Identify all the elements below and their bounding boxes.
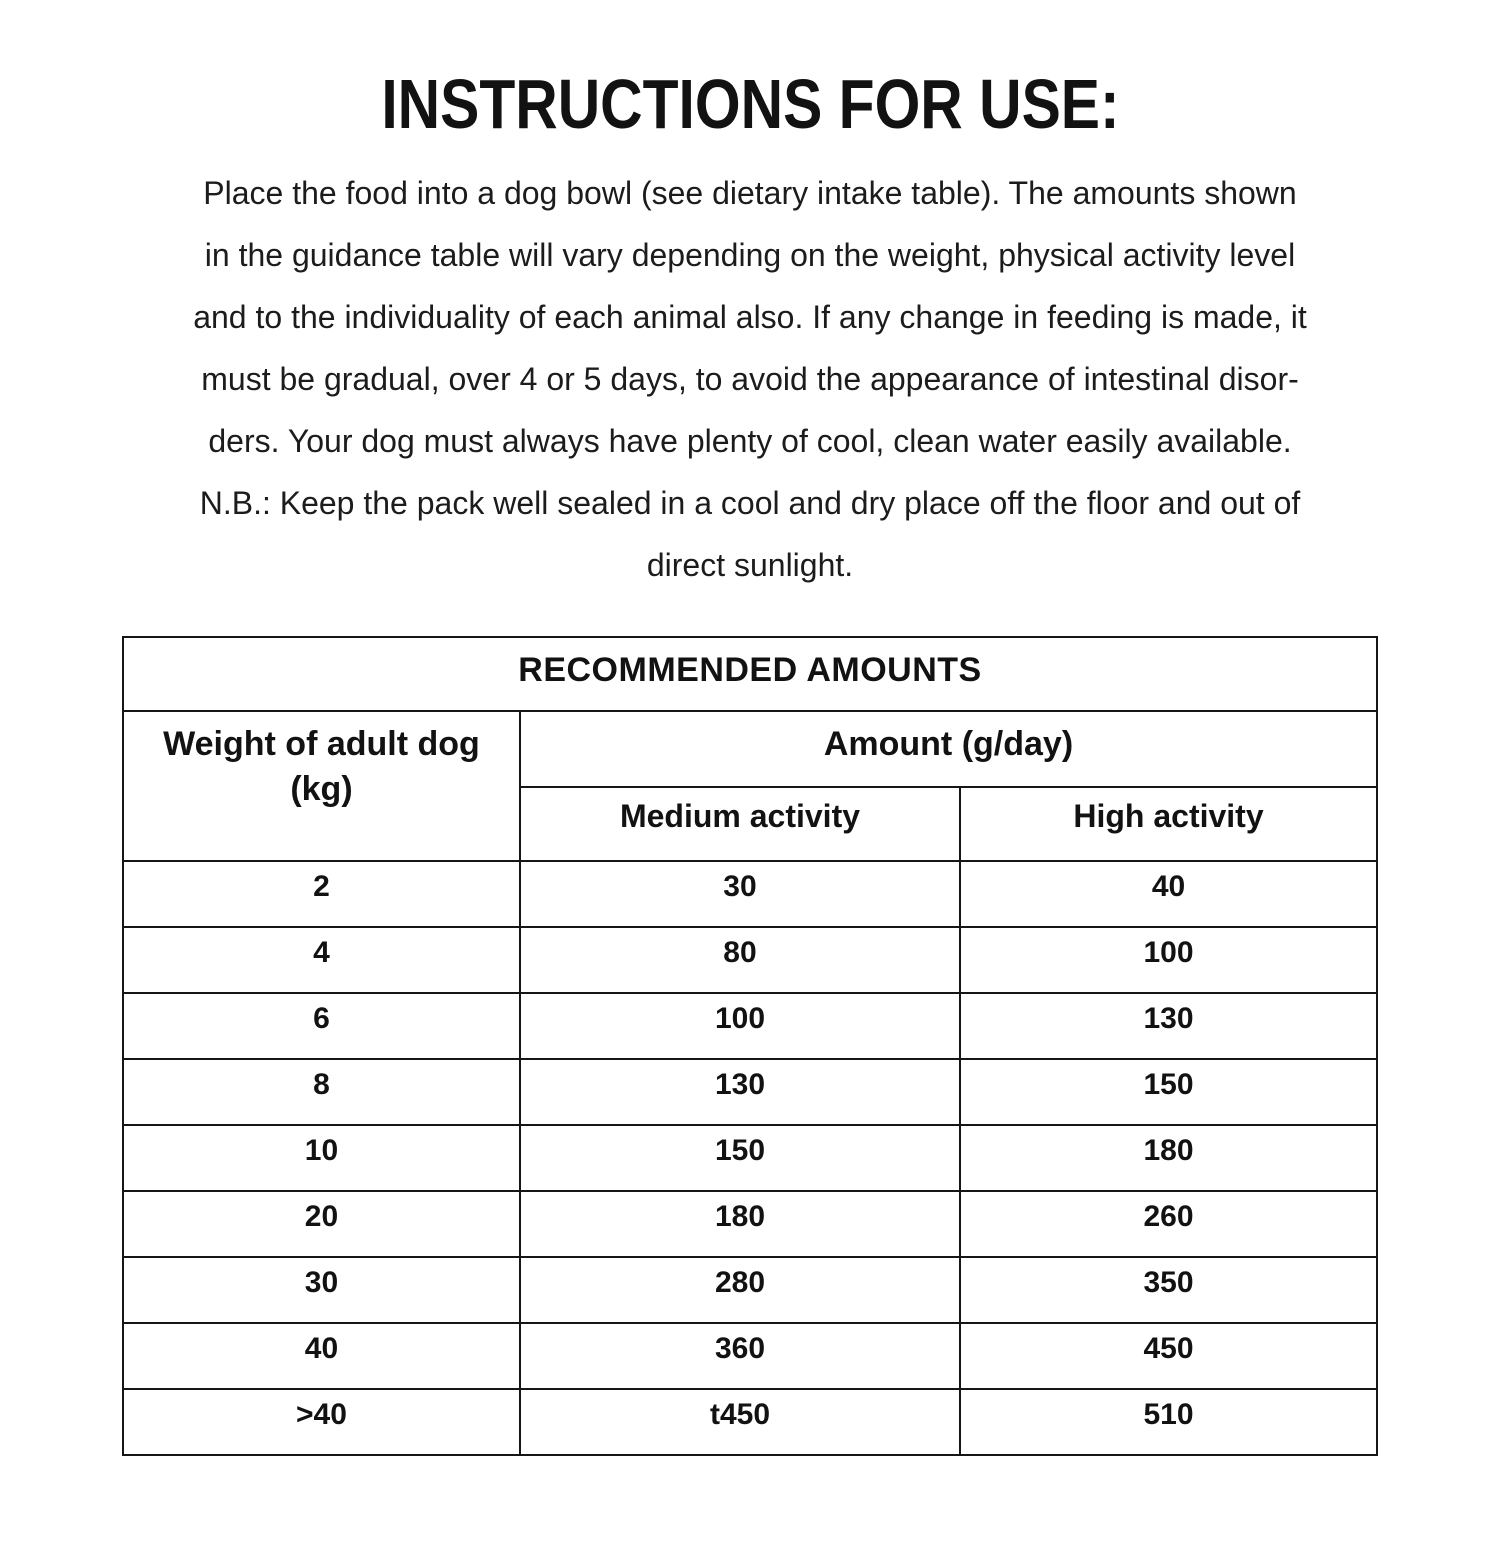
weight-column-header: Weight of adult dog (kg)	[121, 710, 521, 862]
weight-cell: 8	[121, 1058, 521, 1126]
medium-activity-cell: 360	[518, 1322, 961, 1390]
high-activity-cell: 150	[958, 1058, 1379, 1126]
table-row: 6 100 130	[121, 992, 1379, 1060]
weight-cell: 10	[121, 1124, 521, 1192]
table-row: >40 t450 510	[121, 1388, 1379, 1456]
instructions-line: ders. Your dog must always have plenty o…	[208, 423, 1292, 459]
table-title: RECOMMENDED AMOUNTS	[121, 636, 1379, 712]
table-row: 10 150 180	[121, 1124, 1379, 1192]
medium-activity-header: Medium activity	[518, 786, 961, 862]
page-title-text: INSTRUCTIONS FOR USE:	[380, 65, 1120, 143]
medium-activity-cell: 30	[518, 860, 961, 928]
medium-activity-cell: 100	[518, 992, 961, 1060]
medium-activity-cell: 80	[518, 926, 961, 994]
table-row: 8 130 150	[121, 1058, 1379, 1126]
table-header-row: Weight of adult dog (kg) Amount (g/day)	[121, 710, 1379, 862]
medium-activity-cell: 130	[518, 1058, 961, 1126]
instructions-line: in the guidance table will vary dependin…	[204, 237, 1296, 273]
medium-activity-cell: 180	[518, 1190, 961, 1258]
instructions-line: Place the food into a dog bowl (see diet…	[203, 175, 1297, 211]
high-activity-cell: 450	[958, 1322, 1379, 1390]
weight-cell: 4	[121, 926, 521, 994]
table-row: 20 180 260	[121, 1190, 1379, 1258]
high-activity-cell: 510	[958, 1388, 1379, 1456]
instructions-line: N.B.: Keep the pack well sealed in a coo…	[199, 485, 1301, 521]
high-activity-cell: 350	[958, 1256, 1379, 1324]
medium-activity-cell: 280	[518, 1256, 961, 1324]
table-subheader-row: Medium activity High activity	[123, 786, 1379, 862]
high-activity-cell: 100	[958, 926, 1379, 994]
weight-cell: 2	[121, 860, 521, 928]
high-activity-cell: 130	[958, 992, 1379, 1060]
instructions-line: must be gradual, over 4 or 5 days, to av…	[201, 361, 1299, 397]
table-row: 2 30 40	[121, 860, 1379, 928]
amount-column-header: Amount (g/day)	[518, 710, 1379, 788]
recommended-amounts-table: RECOMMENDED AMOUNTS Weight of adult dog …	[121, 636, 1379, 1456]
page-title: INSTRUCTIONS FOR USE:	[0, 62, 1500, 146]
weight-cell: >40	[121, 1388, 521, 1456]
instructions-line: direct sunlight.	[646, 547, 854, 583]
table-row: 30 280 350	[121, 1256, 1379, 1324]
instructions-line: and to the individuality of each animal …	[193, 299, 1307, 335]
high-activity-cell: 40	[958, 860, 1379, 928]
weight-cell: 20	[121, 1190, 521, 1258]
weight-cell: 40	[121, 1322, 521, 1390]
weight-cell: 6	[121, 992, 521, 1060]
medium-activity-cell: t450	[518, 1388, 961, 1456]
table-row: 4 80 100	[121, 926, 1379, 994]
instructions-paragraph: Place the food into a dog bowl (see diet…	[0, 162, 1500, 596]
high-activity-header: High activity	[958, 786, 1379, 862]
medium-activity-cell: 150	[518, 1124, 961, 1192]
table-title-row: RECOMMENDED AMOUNTS	[121, 636, 1379, 712]
high-activity-cell: 180	[958, 1124, 1379, 1192]
table-row: 40 360 450	[121, 1322, 1379, 1390]
instructions-page: INSTRUCTIONS FOR USE: Place the food int…	[0, 62, 1500, 1562]
weight-cell: 30	[121, 1256, 521, 1324]
high-activity-cell: 260	[958, 1190, 1379, 1258]
